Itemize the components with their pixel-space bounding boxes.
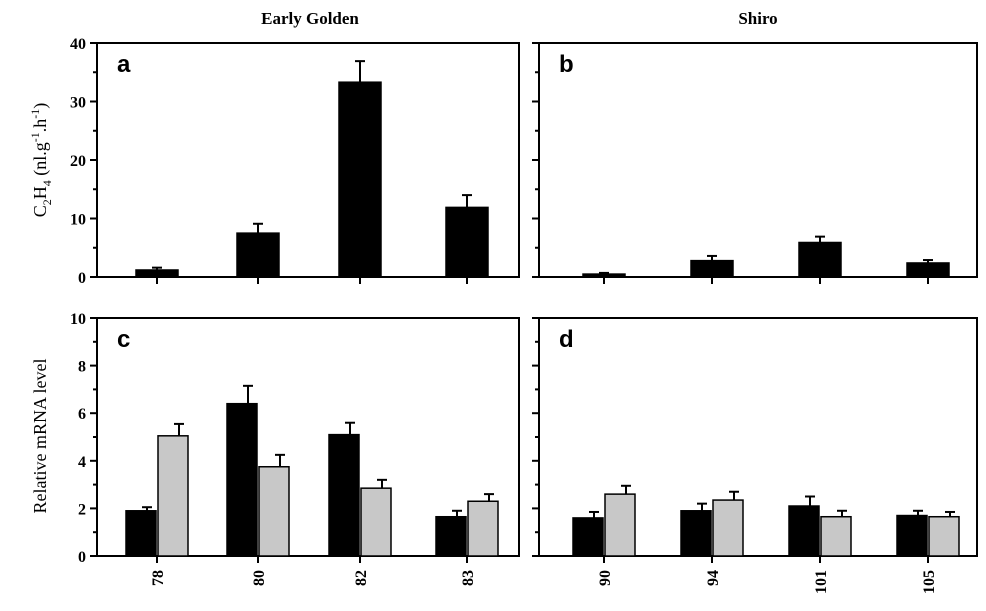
bar-d-s2-90 (604, 493, 636, 557)
y-tick-label: 40 (70, 36, 86, 53)
ylabel-sup2: -1 (28, 109, 42, 119)
ylabel-c: C (30, 205, 50, 217)
panel-a: 0 10 20 30 40 a (70, 36, 520, 287)
ylabel-unit2: .h (30, 119, 50, 133)
y-tick-label: 2 (78, 501, 86, 518)
x-tick-label: 94 (705, 570, 722, 586)
bar-c-s1-82 (328, 433, 360, 557)
ylabel-sub4: 4 (40, 180, 54, 186)
y-tick-label: 0 (78, 270, 86, 287)
x-tick-label: 101 (813, 570, 830, 594)
bar-c-s1-83 (435, 515, 467, 557)
x-tick-label: 90 (597, 570, 614, 586)
column-title-shiro: Shiro (738, 9, 777, 28)
bar-c-s2-82 (360, 487, 392, 557)
bar-d-s2-105 (928, 515, 960, 557)
bar-d-s1-101 (788, 505, 820, 557)
panel-letter-d: d (559, 326, 574, 353)
bar-d-s2-94 (712, 499, 744, 557)
panel-c: 0 2 4 6 8 10 c 78 80 82 83 (70, 311, 520, 586)
x-tick-label: 82 (353, 570, 370, 586)
bar-c-s2-83 (467, 500, 499, 557)
bar-d-s1-90 (572, 517, 604, 557)
y-tick-label: 8 (78, 359, 86, 376)
y-tick-label: 10 (70, 212, 86, 229)
bar-a-s1-78 (135, 269, 179, 278)
x-tick-label: 78 (150, 570, 167, 586)
y-tick-label: 10 (70, 311, 86, 328)
y-axis-label-top: C2H4 (nl.g-1.h-1) (28, 103, 54, 218)
plot-frame (538, 42, 978, 278)
ylabel-unit1: (nl.g (30, 142, 51, 180)
ylabel-sub2: 2 (40, 199, 54, 205)
bar-d-s2-101 (820, 515, 852, 557)
bar-a-s1-82 (338, 81, 382, 278)
ylabel-close: ) (30, 103, 51, 109)
bar-d-s1-94 (680, 510, 712, 557)
bar-c-s2-80 (258, 466, 290, 557)
y-tick-label: 4 (78, 454, 86, 471)
bar-c-s1-78 (125, 510, 157, 557)
ylabel-h: H (30, 186, 50, 199)
bar-c-s1-80 (226, 402, 258, 557)
panel-letter-b: b (559, 51, 574, 78)
y-tick-label: 0 (78, 549, 86, 566)
x-tick-label: 83 (460, 570, 477, 586)
y-tick-label: 20 (70, 153, 86, 170)
bar-b-s1-101 (798, 241, 842, 278)
y-tick-label: 30 (70, 95, 86, 112)
x-tick-label: 105 (921, 570, 938, 594)
y-axis-label-bottom: Relative mRNA level (30, 359, 50, 514)
bar-b-s1-105 (906, 262, 950, 278)
bar-a-s1-83 (445, 206, 489, 278)
bar-a-s1-80 (236, 232, 280, 278)
panel-d: d 90 94 101 105 (532, 317, 978, 594)
panel-letter-c: c (117, 326, 130, 353)
ylabel-sup1: -1 (28, 132, 42, 142)
bar-c-s2-78 (157, 435, 189, 557)
y-tick-label: 6 (78, 406, 86, 423)
bar-b-s1-90 (582, 273, 626, 278)
panel-b: b (532, 42, 978, 284)
column-title-early-golden: Early Golden (261, 9, 359, 28)
bar-d-s1-105 (896, 514, 928, 557)
panel-letter-a: a (117, 51, 131, 78)
bar-b-s1-94 (690, 259, 734, 278)
x-tick-label: 80 (251, 570, 268, 586)
